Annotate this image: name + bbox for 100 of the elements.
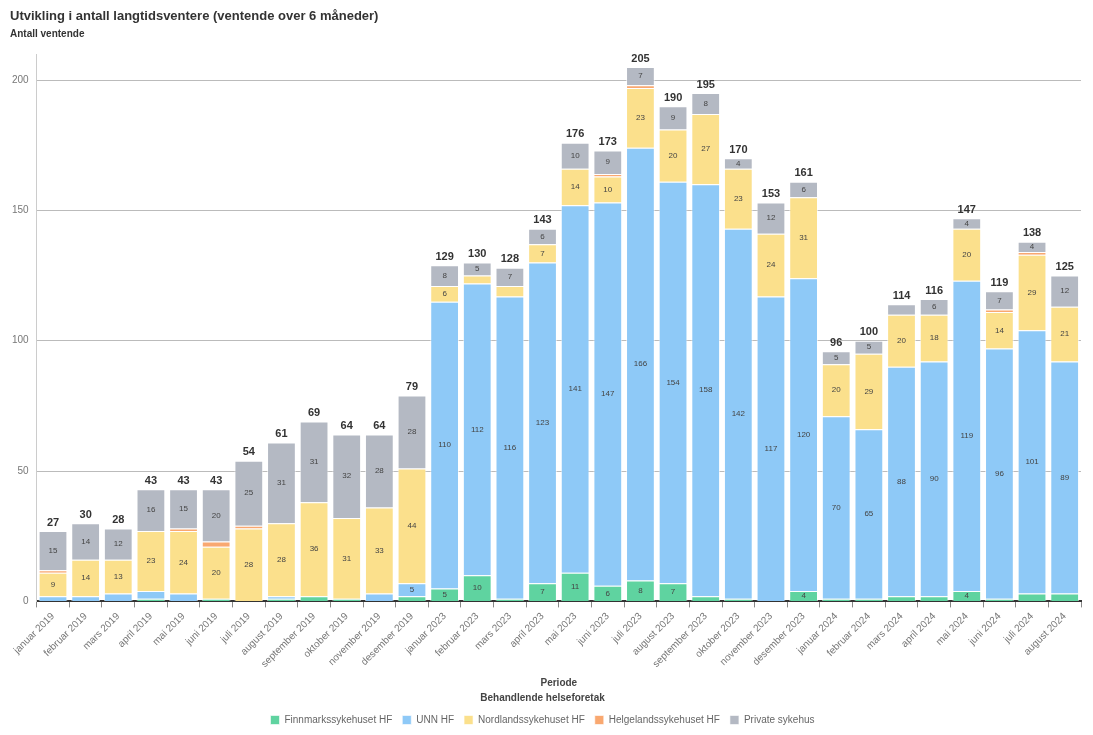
total-label: 190 [663,90,683,103]
data-label: 6 [442,289,448,299]
data-label: 20 [211,510,222,520]
total-label: 54 [242,445,256,458]
total-label: 69 [307,406,321,419]
data-label: 20 [962,249,972,259]
data-label: 142 [731,408,746,418]
data-label: 5 [442,589,448,599]
total-label: 114 [892,288,912,301]
total-label: 176 [565,127,585,140]
total-label: 173 [598,134,617,147]
y-axis-title: Antall ventende [10,28,85,39]
data-label: 112 [470,424,485,434]
x-axis-title: Periode [540,676,578,688]
total-label: 128 [500,252,520,265]
data-label: 4 [964,218,970,228]
data-label: 90 [929,474,940,484]
total-label: 143 [533,213,552,226]
data-label: 5 [475,264,481,274]
total-label: 96 [830,335,843,348]
data-label: 11 [571,582,580,592]
total-label: 147 [957,202,976,215]
data-label: 147 [601,389,616,399]
legend-label: Helgelandssykehuset HF [608,713,720,725]
data-label: 18 [929,333,940,343]
total-label: 129 [435,249,454,262]
data-label: 158 [699,385,713,395]
data-label: 123 [535,418,550,428]
y-tick-label: 0 [23,595,30,607]
data-label: 4 [801,591,807,601]
data-label: 31 [309,457,320,467]
data-label: 24 [766,260,776,270]
data-label: 12 [766,213,776,223]
data-label: 8 [638,585,644,595]
total-label: 195 [696,77,715,90]
total-label: 119 [990,275,1009,288]
data-label: 14 [81,573,91,583]
data-label: 10 [472,583,483,593]
total-label: 138 [1022,226,1042,239]
data-label: 7 [507,272,513,282]
total-label: 161 [794,166,813,179]
total-label: 61 [275,426,288,439]
data-label: 9 [50,579,56,589]
data-label: 8 [442,270,448,280]
data-label: 9 [670,113,676,123]
data-label: 23 [733,193,744,203]
total-label: 27 [46,515,60,528]
data-label: 28 [276,554,287,564]
total-label: 125 [1055,260,1074,273]
data-label: 8 [703,98,709,108]
data-label: 5 [409,584,415,594]
data-label: 101 [1025,457,1040,467]
legend-label: Finnmarkssykehuset HF [284,713,393,725]
chart-title: Utvikling i antall langtidsventere (ventende over 6 måneder) [10,8,379,23]
data-label: 117 [764,443,778,453]
data-label: 141 [568,384,583,394]
data-label: 4 [736,158,742,168]
data-label: 89 [1060,472,1070,482]
legend-label: Private sykehus [743,713,815,725]
data-label: 20 [897,335,907,345]
data-label: 7 [638,71,644,81]
data-label: 5 [834,352,840,362]
data-label: 10 [603,184,613,194]
data-label: 31 [799,232,809,242]
total-label: 205 [631,51,650,64]
data-label: 12 [113,539,124,549]
data-label: 16 [146,505,156,515]
total-label: 116 [925,283,944,296]
data-label: 28 [374,466,385,476]
data-label: 29 [1027,287,1038,297]
data-label: 25 [244,488,254,498]
y-tick-label: 200 [12,73,30,85]
data-label: 4 [1029,242,1035,252]
data-label: 4 [964,591,970,601]
total-label: 28 [112,512,125,525]
total-label: 43 [210,473,223,486]
data-label: 6 [540,231,546,241]
data-label: 15 [48,545,58,555]
data-label: 32 [342,471,352,481]
data-label: 7 [997,295,1003,305]
data-label: 28 [407,427,417,437]
legend-label: Nordlandssykehuset HF [478,713,585,725]
data-label: 31 [342,553,352,563]
data-label: 9 [605,157,611,167]
data-label: 12 [1060,286,1070,296]
data-label: 154 [666,377,681,387]
data-label: 96 [994,468,1005,478]
data-label: 6 [605,588,611,598]
data-label: 20 [211,567,222,577]
total-label: 170 [729,142,748,155]
data-label: 24 [179,557,189,567]
data-label: 13 [113,571,124,581]
data-label: 7 [540,587,546,597]
data-label: 36 [309,544,320,554]
data-label: 6 [931,302,937,312]
data-label: 31 [276,478,287,488]
y-tick-label: 150 [12,204,30,216]
data-label: 21 [1060,329,1070,339]
legend-title: Behandlende helseforetak [480,691,606,703]
data-label: 116 [503,442,517,452]
